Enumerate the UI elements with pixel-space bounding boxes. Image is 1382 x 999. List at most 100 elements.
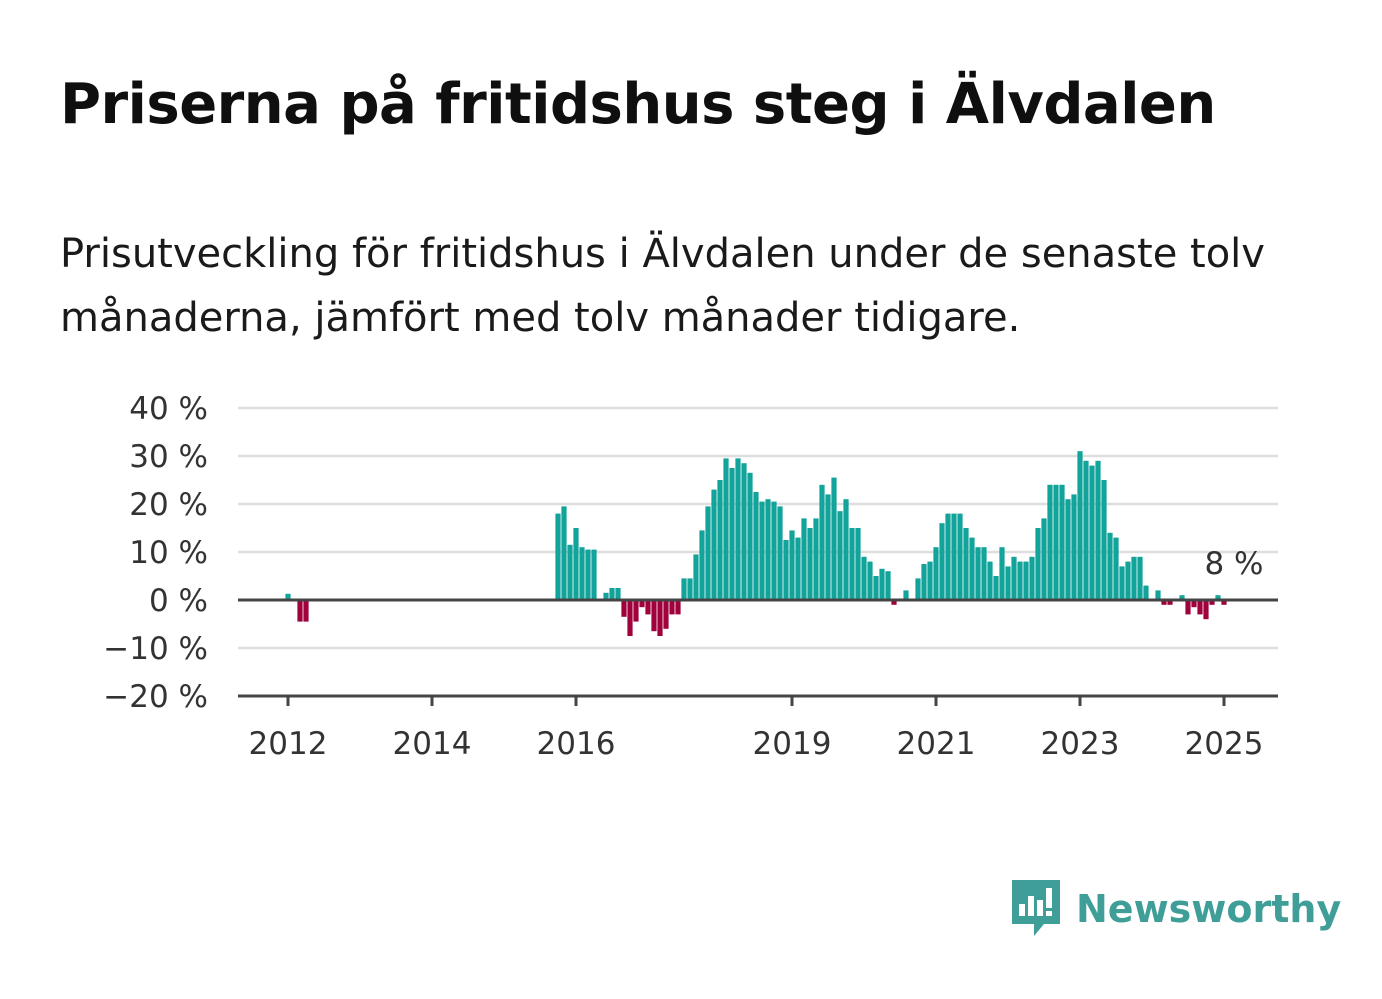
bar — [933, 547, 939, 600]
bar — [1107, 532, 1113, 600]
bar — [1041, 518, 1047, 600]
bar — [1089, 465, 1095, 600]
bar — [1215, 595, 1221, 600]
latest-value-annotation: 8 % — [1204, 546, 1263, 582]
bar — [861, 556, 867, 600]
bar — [1023, 561, 1029, 600]
bar — [1101, 480, 1107, 600]
bar — [843, 499, 849, 600]
x-tick-label: 2016 — [537, 726, 616, 762]
y-tick-label: −10 % — [103, 631, 208, 667]
bar — [1197, 600, 1203, 615]
y-tick-label: 30 % — [129, 439, 208, 475]
bar — [1083, 460, 1089, 600]
bar — [561, 506, 567, 600]
bar — [1005, 566, 1011, 600]
bar — [795, 537, 801, 600]
y-tick-label: 0 % — [149, 583, 208, 619]
bar — [1029, 556, 1035, 600]
bar — [1179, 595, 1185, 600]
x-tick-label: 2014 — [393, 726, 472, 762]
bar — [657, 600, 663, 636]
bar — [879, 568, 885, 600]
bar — [675, 600, 681, 615]
bar — [651, 600, 657, 632]
bar — [987, 561, 993, 600]
axis-labels: 40 % 30 % 20 % 10 % 0 % −10 % −20 % 2012 2014 201… — [103, 391, 1263, 762]
bar — [303, 600, 309, 622]
bar — [1137, 556, 1143, 600]
bar — [585, 549, 591, 600]
bar — [1161, 600, 1167, 605]
bar — [705, 506, 711, 600]
bar — [1035, 528, 1041, 600]
bar — [921, 564, 927, 600]
bar — [981, 547, 987, 600]
bar — [831, 477, 837, 600]
bar — [729, 468, 735, 600]
bar — [1113, 537, 1119, 600]
bar — [645, 600, 651, 615]
bar — [849, 528, 855, 600]
bar — [555, 513, 561, 600]
bar — [1065, 499, 1071, 600]
bar — [837, 511, 843, 600]
bar — [639, 600, 645, 608]
axes — [238, 598, 1278, 706]
bar — [1071, 494, 1077, 600]
bar — [723, 458, 729, 600]
bar — [699, 530, 705, 600]
bar — [573, 528, 579, 600]
bar — [801, 518, 807, 600]
bar — [1059, 484, 1065, 600]
bar — [765, 499, 771, 600]
y-tick-label: 20 % — [129, 487, 208, 523]
bar — [813, 518, 819, 600]
bar — [939, 523, 945, 600]
bar — [717, 480, 723, 600]
bar — [615, 588, 621, 600]
bar — [1011, 556, 1017, 600]
bar — [633, 600, 639, 622]
bar — [1017, 561, 1023, 600]
bar — [975, 547, 981, 600]
bar — [759, 501, 765, 600]
x-tick-label: 2025 — [1185, 726, 1264, 762]
bar — [819, 484, 825, 600]
bar — [891, 600, 897, 605]
bar — [627, 600, 633, 636]
chart-subtitle: Prisutveckling för fritidshus i Älvdalen… — [60, 231, 1265, 341]
brand-logo: Newsworthy — [1010, 878, 1341, 940]
newsworthy-logo-icon — [1012, 880, 1060, 936]
bar — [693, 554, 699, 600]
bar — [1047, 484, 1053, 600]
bar — [663, 600, 669, 629]
bar — [1125, 561, 1131, 600]
x-tick-label: 2023 — [1041, 726, 1120, 762]
y-tick-label: 40 % — [129, 391, 208, 427]
bar — [1185, 600, 1191, 615]
bar — [579, 547, 585, 600]
bar — [771, 501, 777, 600]
bar — [741, 463, 747, 600]
bar — [567, 544, 573, 600]
bar — [945, 513, 951, 600]
bar — [747, 472, 753, 600]
x-tick-label: 2012 — [249, 726, 328, 762]
bar — [1053, 484, 1059, 600]
bar — [963, 528, 969, 600]
bar — [777, 506, 783, 600]
bar — [669, 600, 675, 615]
bar — [873, 576, 879, 600]
bar — [609, 588, 615, 600]
bar — [621, 600, 627, 617]
bar — [603, 592, 609, 600]
bar — [1167, 600, 1173, 605]
bar — [1203, 600, 1209, 620]
bar — [591, 549, 597, 600]
y-tick-label: 10 % — [129, 535, 208, 571]
bar-series — [285, 451, 1227, 636]
bar — [855, 528, 861, 600]
bar — [783, 540, 789, 600]
bar — [993, 576, 999, 600]
